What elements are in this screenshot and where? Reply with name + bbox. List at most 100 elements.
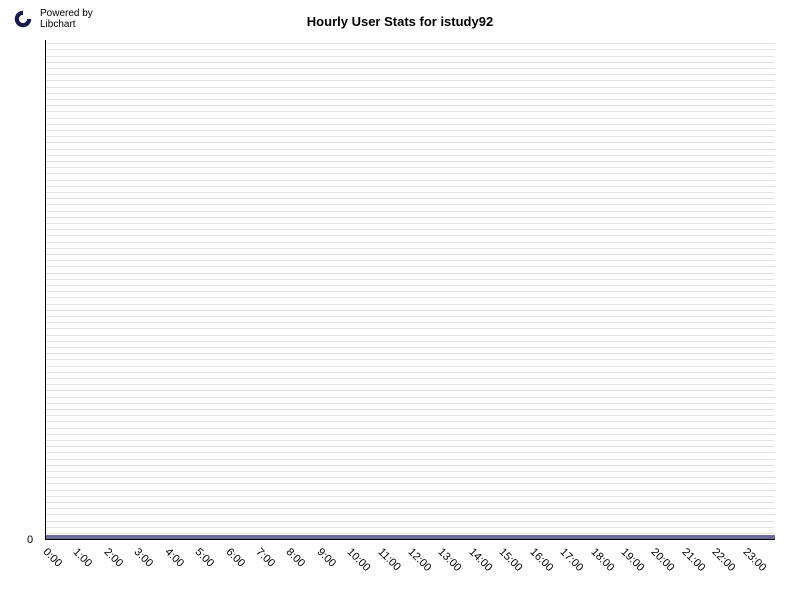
gridline <box>46 260 775 261</box>
gridline <box>46 341 775 342</box>
gridline <box>46 198 775 199</box>
x-tick-label: 8:00 <box>284 546 308 570</box>
gridline <box>46 118 775 119</box>
gridline <box>46 80 775 81</box>
gridline <box>46 452 775 453</box>
x-tick-label: 15:00 <box>497 546 525 574</box>
x-tick-label: 23:00 <box>740 546 768 574</box>
gridline <box>46 211 775 212</box>
gridline <box>46 533 775 534</box>
gridline <box>46 204 775 205</box>
x-tick-label: 19:00 <box>618 546 646 574</box>
gridline <box>46 105 775 106</box>
gridline <box>46 316 775 317</box>
x-tick-label: 6:00 <box>223 546 247 570</box>
gridline <box>46 87 775 88</box>
gridline <box>46 409 775 410</box>
x-tick-label: 9:00 <box>314 546 338 570</box>
gridline <box>46 465 775 466</box>
gridline <box>46 279 775 280</box>
gridline <box>46 74 775 75</box>
gridline <box>46 43 775 44</box>
gridline <box>46 180 775 181</box>
gridline <box>46 390 775 391</box>
gridline <box>46 366 775 367</box>
gridline <box>46 235 775 236</box>
x-tick-label: 0:00 <box>41 546 65 570</box>
x-tick-label: 22:00 <box>710 546 738 574</box>
gridline <box>46 347 775 348</box>
x-tick-label: 16:00 <box>527 546 555 574</box>
gridline <box>46 496 775 497</box>
gridline <box>46 514 775 515</box>
gridline <box>46 440 775 441</box>
gridline <box>46 372 775 373</box>
plot-area <box>45 40 775 540</box>
x-tick-label: 11:00 <box>375 546 402 573</box>
gridline <box>46 242 775 243</box>
gridline <box>46 527 775 528</box>
gridline <box>46 446 775 447</box>
gridline <box>46 56 775 57</box>
gridline <box>46 428 775 429</box>
gridline <box>46 161 775 162</box>
gridline <box>46 186 775 187</box>
gridline <box>46 483 775 484</box>
gridline <box>46 217 775 218</box>
x-tick-label: 21:00 <box>679 546 707 574</box>
chart-container: Powered by Libchart Hourly User Stats fo… <box>0 0 800 600</box>
gridline <box>46 266 775 267</box>
gridline <box>46 291 775 292</box>
x-tick-label: 3:00 <box>132 546 156 570</box>
gridline <box>46 155 775 156</box>
gridline <box>46 248 775 249</box>
gridline <box>46 415 775 416</box>
baseline <box>46 535 775 539</box>
gridline <box>46 304 775 305</box>
chart-title: Hourly User Stats for istudy92 <box>0 14 800 29</box>
gridline <box>46 328 775 329</box>
x-tick-label: 4:00 <box>162 546 186 570</box>
x-tick-label: 12:00 <box>406 546 434 574</box>
gridline <box>46 173 775 174</box>
gridline <box>46 397 775 398</box>
gridline <box>46 167 775 168</box>
gridline <box>46 508 775 509</box>
gridline <box>46 521 775 522</box>
x-tick-label: 1:00 <box>71 546 95 570</box>
gridline <box>46 477 775 478</box>
gridline <box>46 471 775 472</box>
plot-wrap <box>45 40 775 540</box>
gridline <box>46 403 775 404</box>
gridline <box>46 229 775 230</box>
x-tick-label: 13:00 <box>436 546 464 574</box>
gridline <box>46 149 775 150</box>
x-tick-label: 5:00 <box>193 546 217 570</box>
gridline <box>46 62 775 63</box>
gridline <box>46 322 775 323</box>
gridline <box>46 335 775 336</box>
gridline <box>46 273 775 274</box>
gridline <box>46 68 775 69</box>
gridline <box>46 254 775 255</box>
gridline <box>46 93 775 94</box>
gridline <box>46 111 775 112</box>
gridline <box>46 136 775 137</box>
gridline <box>46 434 775 435</box>
x-tick-label: 17:00 <box>558 546 586 574</box>
x-tick-label: 14:00 <box>466 546 494 574</box>
gridline <box>46 359 775 360</box>
gridline <box>46 49 775 50</box>
x-tick-label: 7:00 <box>253 546 277 570</box>
gridline <box>46 285 775 286</box>
gridline <box>46 378 775 379</box>
gridline <box>46 459 775 460</box>
gridline <box>46 223 775 224</box>
gridline <box>46 502 775 503</box>
gridline <box>46 124 775 125</box>
gridline <box>46 297 775 298</box>
gridline <box>46 192 775 193</box>
gridline <box>46 490 775 491</box>
x-tick-label: 20:00 <box>649 546 677 574</box>
gridline <box>46 142 775 143</box>
